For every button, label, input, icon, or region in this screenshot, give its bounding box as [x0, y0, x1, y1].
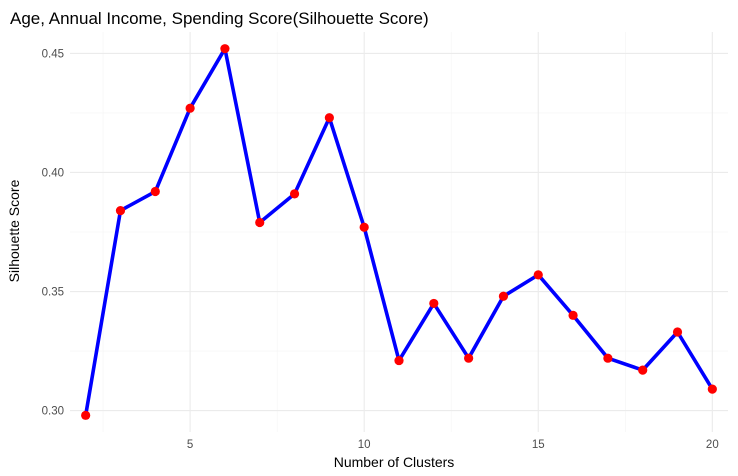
data-point [707, 384, 717, 394]
major-gridlines [70, 32, 728, 432]
series-points [81, 44, 717, 420]
data-point [115, 205, 126, 216]
data-point [498, 291, 509, 301]
data-point [464, 353, 474, 363]
data-point [638, 365, 648, 375]
x-axis-title: Number of Clusters [334, 454, 455, 470]
data-point [603, 353, 613, 363]
x-tick-label: 20 [706, 439, 719, 451]
minor-gridlines [70, 32, 728, 432]
data-point [394, 355, 404, 366]
x-axis-ticks: 5 10 15 20 [187, 439, 719, 451]
data-point [255, 217, 265, 228]
y-tick-label: 0.40 [42, 167, 64, 179]
data-point [568, 310, 578, 320]
chart-title: Age, Annual Income, Spending Score(Silho… [10, 9, 429, 28]
y-axis-title: Silhouette Score [6, 179, 22, 282]
data-point [185, 103, 195, 113]
data-point [289, 189, 300, 199]
y-tick-label: 0.35 [42, 287, 64, 299]
data-point [220, 44, 230, 54]
data-point [672, 327, 683, 337]
data-point [533, 270, 543, 280]
data-point [150, 186, 160, 197]
y-tick-label: 0.30 [42, 406, 64, 418]
y-axis-ticks: 0.30 0.35 0.40 0.45 [42, 48, 64, 417]
x-tick-label: 15 [532, 439, 545, 451]
y-tick-label: 0.45 [42, 48, 64, 60]
data-point [429, 298, 439, 309]
data-point [324, 113, 334, 123]
data-point [81, 410, 91, 420]
data-point [359, 222, 369, 232]
x-tick-label: 5 [187, 439, 193, 451]
x-tick-label: 10 [358, 439, 371, 451]
